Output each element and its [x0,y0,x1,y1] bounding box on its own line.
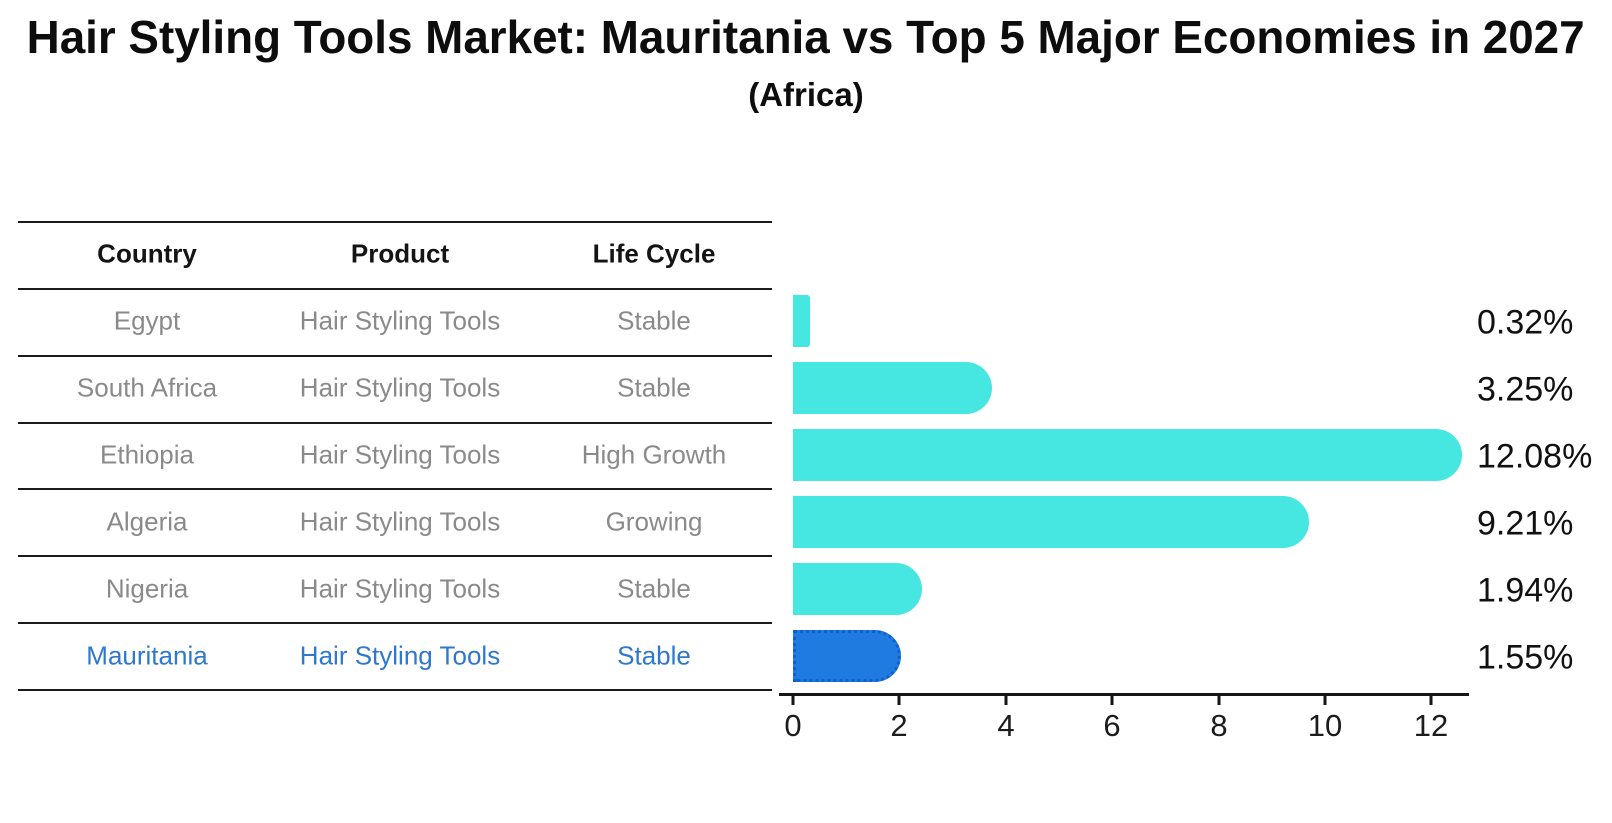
x-axis-tick-label: 0 [784,708,802,743]
x-axis-tick [1429,696,1433,705]
x-axis-tick-label: 2 [890,708,908,743]
bar-value-label: 1.55% [1477,638,1574,677]
table-cell-product: Hair Styling Tools [299,506,501,537]
column-header-product: Product [350,238,450,269]
bar-value-label: 3.25% [1477,370,1574,409]
table-cell-life-cycle: Stable [617,305,691,336]
table-cell-country: Egypt [113,305,181,336]
table-cell-product: Hair Styling Tools [299,573,501,604]
table-cell-country: Algeria [106,506,188,537]
chart-title-text: Hair Styling Tools Market: Mauritania vs… [27,11,1585,63]
table-divider-line [18,221,772,223]
x-axis-tick-label: 6 [1103,708,1121,743]
table-cell-country: Nigeria [105,573,189,604]
x-axis-tick-label: 4 [997,708,1015,743]
bar-ethiopia [793,429,1462,481]
table-divider-line [18,422,772,424]
bar-nigeria [793,563,922,615]
table-divider-line [18,689,772,691]
chart-title: Hair Styling Tools Market: Mauritania vs… [0,10,1612,64]
bar-algeria [793,496,1309,548]
bar-value-label: 0.32% [1477,303,1574,342]
bar-mauritania-highlighted [793,630,901,682]
table-divider-line [18,355,772,357]
bar-south-africa [793,362,992,414]
table-cell-product: Hair Styling Tools [299,305,501,336]
column-header-country: Country [97,238,197,269]
bar-value-label: 9.21% [1477,504,1574,543]
table-cell-life-cycle: Stable [617,573,691,604]
bar-value-label: 12.08% [1477,437,1593,476]
table-cell-country: Ethiopia [100,439,194,470]
x-axis-tick [791,696,795,705]
x-axis-tick-label: 8 [1210,708,1228,743]
table-cell-product: Hair Styling Tools [299,439,501,470]
table-cell-life-cycle: High Growth [581,439,727,470]
chart-subtitle: (Africa) [748,76,864,113]
table-cell-country: South Africa [76,372,218,403]
table-cell-product: Hair Styling Tools [299,372,501,403]
x-axis-tick-label: 12 [1413,708,1449,743]
x-axis-tick-label: 10 [1307,708,1343,743]
x-axis-tick [1217,696,1221,705]
bar-egypt [793,295,810,347]
table-divider-line [18,288,772,290]
table-divider-line [18,488,772,490]
table-cell-country: Mauritania [86,640,208,671]
table-cell-life-cycle: Stable [617,372,691,403]
table-divider-line [18,555,772,557]
x-axis-tick [1004,696,1008,705]
bar-value-label: 1.94% [1477,571,1574,610]
x-axis-tick [1110,696,1114,705]
column-header-lifecycle: Life Cycle [592,238,716,269]
x-axis-line [779,693,1469,696]
table-divider-line [18,622,772,624]
table-cell-product: Hair Styling Tools [299,640,501,671]
table-cell-life-cycle: Growing [605,506,703,537]
x-axis-tick [1323,696,1327,705]
x-axis-tick [897,696,901,705]
table-cell-life-cycle: Stable [617,640,691,671]
